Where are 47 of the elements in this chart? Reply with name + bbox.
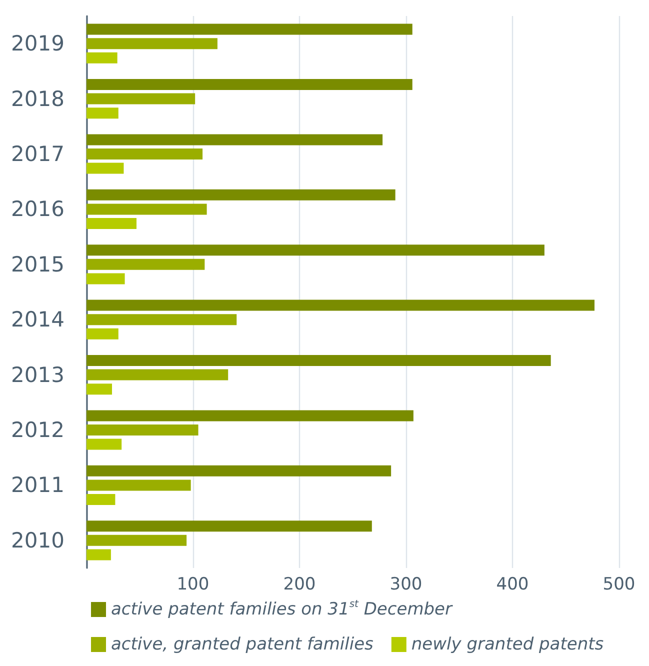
y-tick-label: 2015 [10, 252, 64, 276]
bar [86, 534, 187, 546]
bar [86, 24, 412, 35]
bar [86, 520, 372, 532]
y-tick-label: 2016 [10, 197, 64, 222]
x-tick-label: 500 [602, 574, 636, 594]
bar [86, 93, 196, 104]
bar [86, 438, 122, 450]
y-tick-label: 2010 [10, 528, 64, 552]
bar [86, 134, 383, 146]
bar [86, 108, 118, 119]
bar [86, 465, 392, 476]
legend-label: active, granted patent families [111, 634, 374, 654]
bar [86, 79, 412, 90]
bar [86, 314, 237, 326]
y-tick-label: 2014 [10, 308, 64, 332]
bar [86, 300, 594, 311]
bar [86, 480, 191, 491]
y-tick-label: 2012 [10, 418, 64, 442]
bar [86, 424, 198, 436]
bar [86, 369, 228, 380]
bar [86, 549, 111, 560]
bar [86, 355, 551, 366]
bar [86, 494, 116, 505]
bar [86, 38, 218, 50]
x-tick-label: 300 [390, 574, 422, 594]
y-tick-label: 2011 [10, 473, 64, 498]
bar [86, 148, 203, 160]
bar [86, 384, 112, 395]
bar [86, 258, 205, 270]
y-tick-label: 2018 [10, 86, 64, 111]
x-tick-label: 200 [283, 574, 316, 594]
bar [86, 410, 414, 422]
bar [86, 218, 137, 229]
bar [86, 204, 207, 215]
bar [86, 52, 118, 64]
x-tick-label: 100 [176, 574, 210, 594]
bar [86, 162, 124, 174]
y-tick-label: 2019 [10, 32, 64, 56]
bar [86, 328, 118, 340]
y-tick-label: 2017 [10, 142, 64, 166]
y-tick-label: 2013 [10, 362, 64, 387]
legend-label: newly granted patents [411, 634, 604, 654]
x-tick-label: 400 [496, 574, 529, 594]
bar [86, 273, 125, 284]
bar [86, 244, 544, 256]
bar [86, 189, 396, 200]
